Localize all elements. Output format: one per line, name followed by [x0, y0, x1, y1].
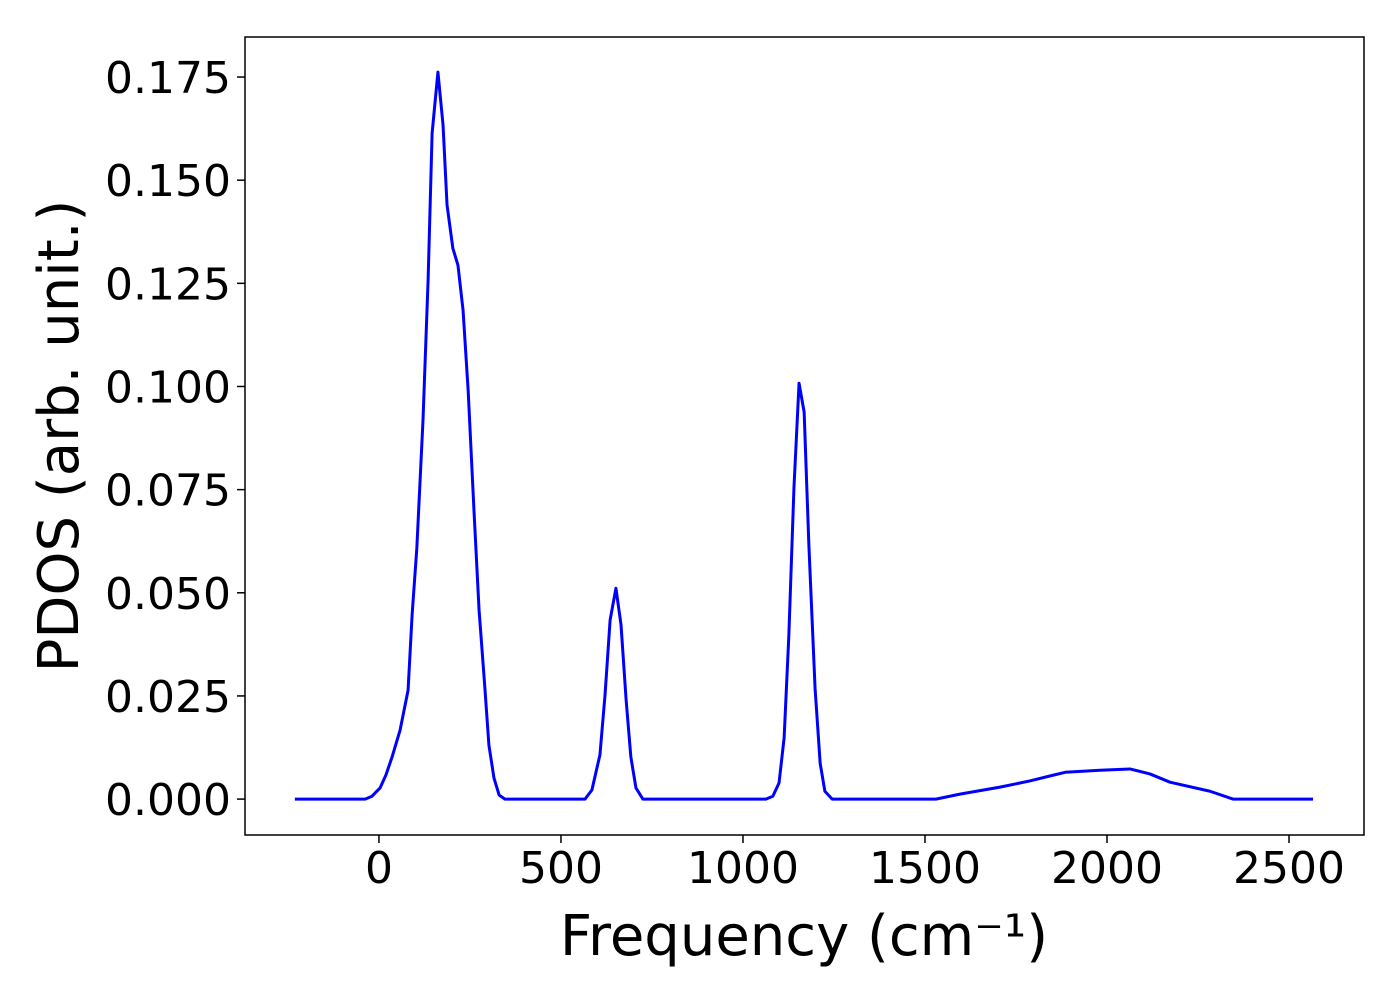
- x-axis-label: Frequency (cm⁻¹): [560, 904, 1048, 969]
- y-tick-label: 0.150: [105, 156, 231, 207]
- y-tick-label: 0.100: [105, 362, 231, 413]
- y-tick-label: 0.025: [105, 672, 231, 723]
- x-tick-label: 1500: [869, 843, 981, 894]
- x-tick-label: 2500: [1233, 843, 1345, 894]
- y-tick-label: 0.075: [105, 466, 231, 517]
- y-tick-label: 0.000: [105, 775, 231, 826]
- y-tick-label: 0.125: [105, 259, 231, 310]
- data-line: [294, 70, 1314, 801]
- plot-frame: [244, 36, 1365, 836]
- x-tick-label: 2000: [1051, 843, 1163, 894]
- y-tick-label: 0.050: [105, 569, 231, 620]
- y-axis-label: PDOS (arb. unit.): [27, 200, 92, 673]
- x-tick-label: 500: [519, 843, 603, 894]
- y-tick-label: 0.175: [105, 53, 231, 104]
- x-tick-label: 1000: [687, 843, 799, 894]
- x-tick-label: 0: [365, 843, 393, 894]
